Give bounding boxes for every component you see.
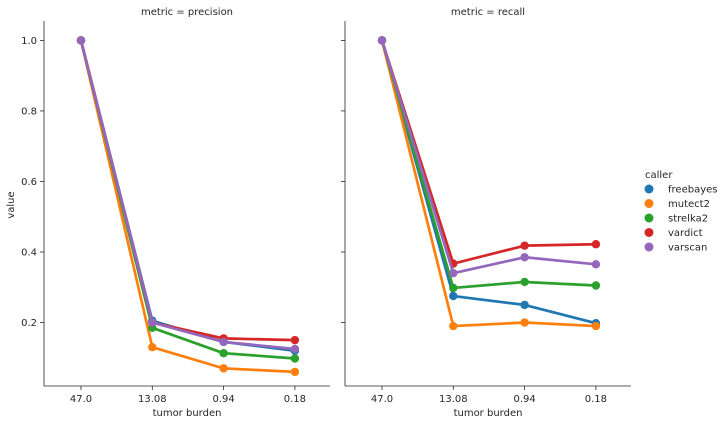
y-tick-label: 0.8 — [21, 106, 37, 117]
y-axis-label: value — [6, 191, 17, 218]
x-tick-label: 0.94 — [513, 394, 535, 405]
data-point-vardict — [520, 241, 529, 250]
data-point-varscan — [377, 36, 387, 45]
x-tick-label: 13.08 — [138, 394, 167, 405]
panel-title-precision: metric = precision — [141, 7, 233, 18]
x-tick-label: 0.18 — [585, 394, 607, 405]
series-line-varscan — [79, 40, 296, 351]
y-tick-label: 0.2 — [21, 318, 37, 329]
data-point-strelka2 — [520, 277, 529, 287]
legend-label-mutect2: mutect2 — [668, 199, 710, 210]
data-point-varscan — [520, 253, 529, 262]
panel-precision-ticks: 0.2 0.4 0.6 0.8 1.0 47.0 13.08 0.94 0.18 — [21, 36, 306, 405]
series-line-freebayes — [79, 40, 296, 353]
data-point-mutect2 — [520, 318, 529, 327]
data-point-strelka2 — [219, 349, 228, 358]
legend-label-vardict: vardict — [668, 228, 703, 239]
legend-marker-strelka2 — [644, 213, 654, 223]
data-point-freebayes — [520, 300, 529, 310]
panel-recall-x-axis-label: tumor burden — [454, 408, 523, 419]
panel-precision-series — [76, 36, 300, 377]
data-point-varscan — [591, 260, 601, 269]
y-tick-label: 0.4 — [21, 247, 37, 258]
data-point-mutect2 — [591, 321, 601, 331]
y-tick-label: 0.6 — [21, 177, 37, 188]
data-point-strelka2 — [449, 283, 458, 293]
series-line-varscan — [380, 40, 597, 275]
data-point-vardict — [290, 335, 300, 345]
x-tick-label: 13.08 — [439, 394, 468, 405]
panel-precision: metric = precision 0.2 0.4 0.6 0.8 1.0 47.0 13… — [21, 7, 330, 419]
data-point-vardict — [591, 240, 601, 249]
data-point-varscan — [219, 337, 228, 347]
legend-marker-freebayes — [644, 184, 654, 194]
legend-marker-varscan — [644, 242, 654, 252]
legend-title: caller — [645, 170, 673, 181]
panel-title-recall: metric = recall — [451, 7, 525, 18]
data-point-mutect2 — [290, 367, 300, 377]
data-point-varscan — [449, 268, 458, 278]
data-point-varscan — [148, 318, 157, 327]
data-point-mutect2 — [449, 321, 458, 331]
series-line-freebayes — [380, 40, 597, 325]
series-line-vardict — [380, 39, 596, 265]
x-tick-label: 47.0 — [70, 394, 92, 405]
panel-recall-series — [377, 36, 601, 331]
data-point-varscan — [290, 344, 300, 354]
legend: caller freebayes mutect2 strelka2 vardict va… — [644, 170, 717, 254]
data-point-strelka2 — [290, 354, 300, 363]
series-line-mutect2 — [380, 40, 596, 328]
x-tick-label: 0.18 — [284, 394, 306, 405]
data-point-varscan — [76, 36, 86, 45]
legend-marker-mutect2 — [644, 199, 654, 208]
legend-marker-vardict — [644, 228, 654, 237]
panel-recall: metric = recall 47.0 13.08 0.94 0.18 tumor … — [341, 7, 631, 419]
data-point-strelka2 — [591, 281, 601, 290]
x-tick-label: 0.94 — [212, 394, 234, 405]
series-line-strelka2 — [380, 40, 596, 290]
data-point-freebayes — [449, 291, 458, 301]
legend-label-strelka2: strelka2 — [668, 214, 708, 225]
y-tick-label: 1.0 — [21, 36, 37, 47]
series-line-mutect2 — [79, 40, 295, 374]
x-tick-label: 47.0 — [371, 394, 393, 405]
legend-label-varscan: varscan — [668, 243, 707, 254]
panel-precision-x-axis-label: tumor burden — [153, 408, 222, 419]
series-line-strelka2 — [79, 40, 295, 360]
data-point-mutect2 — [148, 343, 157, 352]
data-point-mutect2 — [219, 364, 228, 373]
panel-recall-ticks: 47.0 13.08 0.94 0.18 — [341, 39, 607, 405]
series-line-vardict — [79, 40, 295, 342]
legend-label-freebayes: freebayes — [668, 185, 717, 196]
